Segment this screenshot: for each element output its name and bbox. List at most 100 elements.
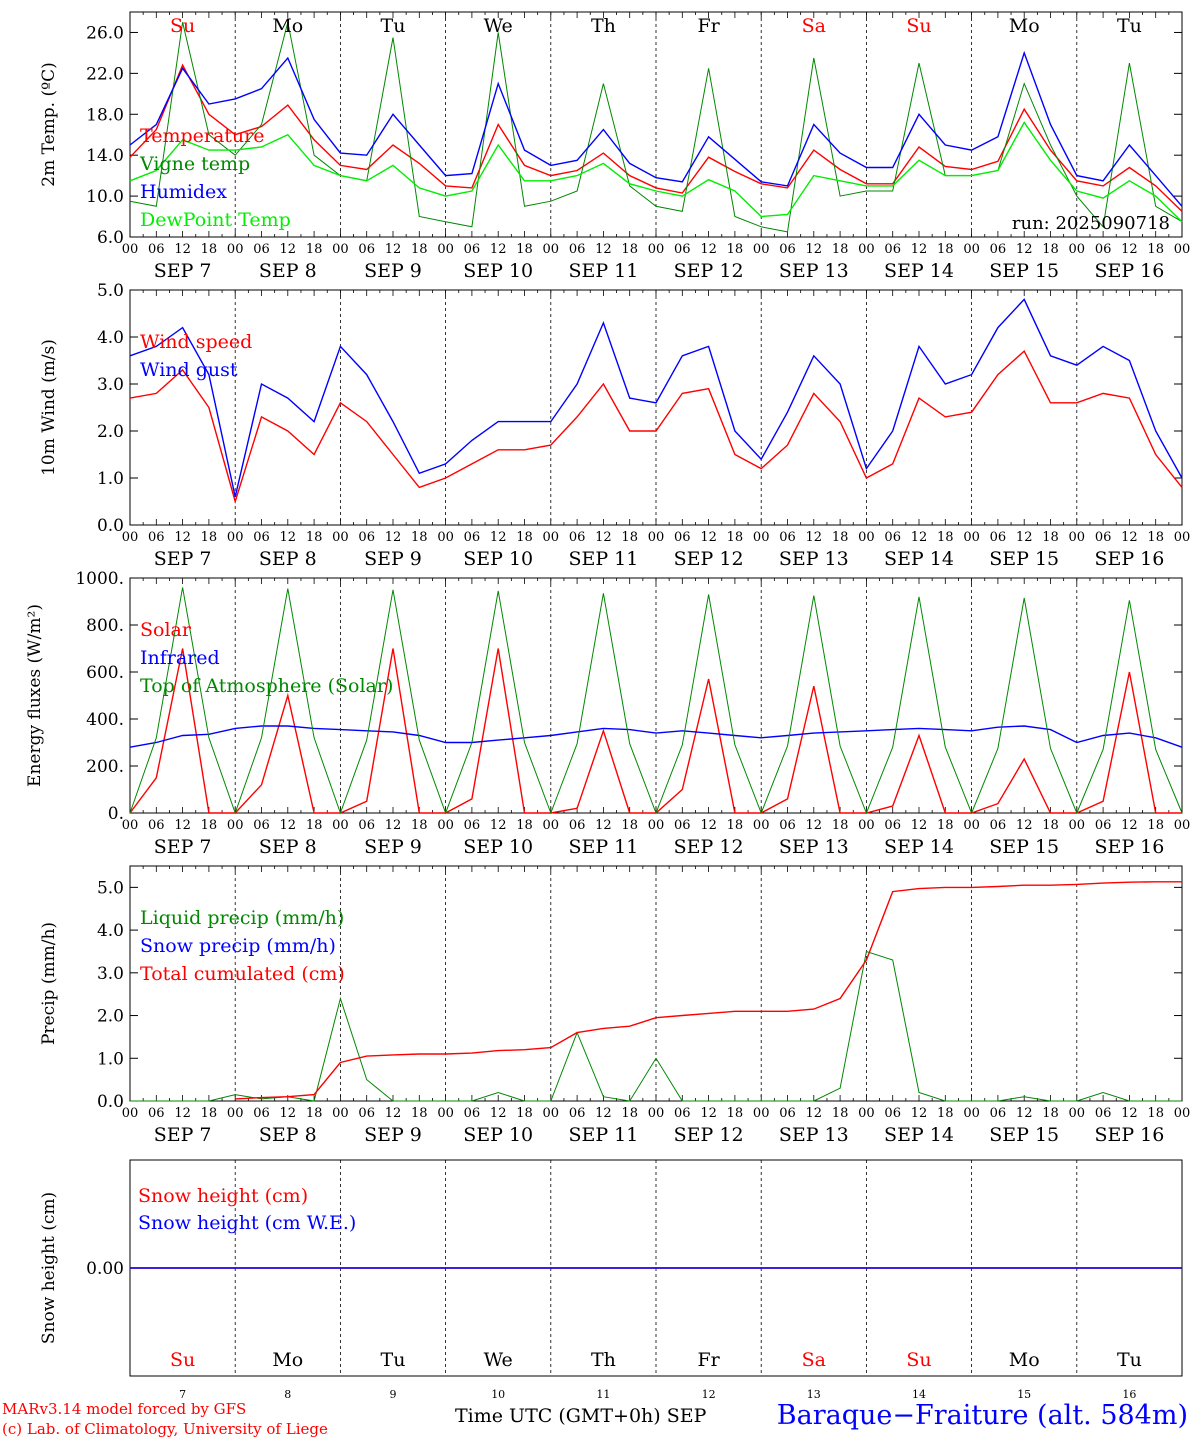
day-number-label: 7 xyxy=(179,1388,186,1401)
hour-tick-label: 06 xyxy=(674,242,691,257)
day-number-label: 11 xyxy=(596,1388,610,1401)
hour-tick-label: 12 xyxy=(700,818,717,833)
hour-tick-label: 12 xyxy=(911,818,928,833)
hour-tick-label: 00 xyxy=(122,530,139,545)
date-label: SEP 10 xyxy=(463,260,533,282)
hour-tick-label: 18 xyxy=(516,242,533,257)
hour-tick-label: 00 xyxy=(332,1106,349,1121)
hour-tick-label: 06 xyxy=(779,242,796,257)
date-label: SEP 7 xyxy=(154,836,212,858)
date-label: SEP 12 xyxy=(674,260,744,282)
date-label: SEP 14 xyxy=(884,1124,954,1146)
date-label: SEP 7 xyxy=(154,1124,212,1146)
hour-tick-label: 12 xyxy=(700,242,717,257)
day-number-label: 14 xyxy=(912,1388,926,1401)
day-number-label: 9 xyxy=(390,1388,397,1401)
hour-tick-label: 18 xyxy=(411,1106,428,1121)
time-axis-label: Time UTC (GMT+0h) SEP xyxy=(455,1405,706,1427)
hour-tick-label: 06 xyxy=(1095,530,1112,545)
hour-tick-label: 18 xyxy=(1042,530,1059,545)
hour-tick-label: 00 xyxy=(1069,242,1086,257)
hour-tick-label: 06 xyxy=(148,818,165,833)
legend-entry: Total cumulated (cm) xyxy=(140,963,345,985)
hour-tick-label: 18 xyxy=(832,1106,849,1121)
hour-tick-label: 00 xyxy=(858,242,875,257)
hour-tick-label: 06 xyxy=(464,818,481,833)
hour-tick-label: 00 xyxy=(648,242,665,257)
y-tick-label: 1.0 xyxy=(97,469,124,489)
hour-tick-label: 18 xyxy=(832,818,849,833)
weekday-label: Su xyxy=(906,1349,931,1371)
panel-1: 00 06 12 18 00 06 12 18 00 06 12 18 00 06 12 18 00 06 12 18… xyxy=(39,11,1190,282)
day-number-label: 13 xyxy=(807,1388,821,1401)
y-tick-label: 0. xyxy=(108,804,124,824)
hour-tick-label: 12 xyxy=(1016,1106,1033,1121)
hour-tick-label: 00 xyxy=(963,242,980,257)
weekday-label: We xyxy=(484,1349,513,1371)
hour-tick-label: 18 xyxy=(1147,530,1164,545)
hour-tick-label: 18 xyxy=(832,242,849,257)
hour-tick-label: 12 xyxy=(280,1106,297,1121)
hour-tick-label: 00 xyxy=(543,818,560,833)
legend-entry: Liquid precip (mm/h) xyxy=(140,907,344,929)
hour-tick-label: 00 xyxy=(227,530,244,545)
hour-tick-label: 06 xyxy=(148,242,165,257)
hour-tick-label: 12 xyxy=(806,1106,823,1121)
hour-tick-label: 06 xyxy=(1095,242,1112,257)
y-tick-label: 5.0 xyxy=(97,878,124,898)
hour-tick-label: 06 xyxy=(674,818,691,833)
series-line xyxy=(129,298,1183,497)
hour-tick-label: 00 xyxy=(648,530,665,545)
y-axis-label: 10m Wind (m/s) xyxy=(39,339,59,476)
hour-tick-label: 12 xyxy=(1121,1106,1138,1121)
hour-tick-label: 00 xyxy=(332,818,349,833)
date-label: SEP 8 xyxy=(259,836,317,858)
weekday-label: Tu xyxy=(1117,1349,1142,1371)
y-tick-label: 0.0 xyxy=(97,1092,124,1112)
hour-tick-label: 12 xyxy=(174,242,191,257)
plot-frame xyxy=(129,11,1183,238)
weekday-label: We xyxy=(484,15,513,37)
y-tick-label: 3.0 xyxy=(97,375,124,395)
legend-entry: Snow precip (mm/h) xyxy=(140,935,336,957)
hour-tick-label: 06 xyxy=(674,1106,691,1121)
hour-tick-label: 12 xyxy=(385,242,402,257)
hour-tick-label: 12 xyxy=(595,1106,612,1121)
hour-tick-label: 00 xyxy=(543,530,560,545)
legend-entry: Wind gust xyxy=(140,359,238,381)
date-label: SEP 12 xyxy=(674,1124,744,1146)
y-tick-label: 400. xyxy=(86,710,124,730)
legend-entry: Snow height (cm) xyxy=(138,1185,308,1207)
date-label: SEP 11 xyxy=(568,1124,638,1146)
hour-tick-label: 06 xyxy=(990,818,1007,833)
hour-tick-label: 00 xyxy=(227,818,244,833)
weekday-label: Su xyxy=(906,15,931,37)
weekday-label: Sa xyxy=(802,1349,826,1371)
y-tick-label: 2.0 xyxy=(97,422,124,442)
hour-tick-label: 00 xyxy=(963,818,980,833)
hour-tick-label: 00 xyxy=(122,1106,139,1121)
hour-tick-label: 12 xyxy=(174,530,191,545)
y-tick-label: 18.0 xyxy=(86,105,124,125)
hour-tick-label: 00 xyxy=(543,1106,560,1121)
series-line xyxy=(130,950,1182,1102)
hour-tick-label: 12 xyxy=(1016,242,1033,257)
series-line xyxy=(129,121,1183,223)
panel-5: 0.00 Snow height (cm) Snow height (cm) Snow… xyxy=(39,1159,1183,1401)
legend-entry: Top of Atmosphere (Solar) xyxy=(140,675,393,697)
weekday-label: Mo xyxy=(1009,15,1040,37)
series-line xyxy=(235,881,1182,1100)
hour-tick-label: 00 xyxy=(332,242,349,257)
y-tick-label: 26.0 xyxy=(86,23,124,43)
hour-tick-label: 18 xyxy=(306,818,323,833)
hour-tick-label: 00 xyxy=(437,818,454,833)
date-label: SEP 16 xyxy=(1094,548,1164,570)
hour-tick-label: 18 xyxy=(306,1106,323,1121)
legend-entry: Infrared xyxy=(140,647,220,669)
y-tick-label: 600. xyxy=(86,663,124,683)
y-axis-label: Precip (mm/h) xyxy=(39,922,59,1045)
date-label: SEP 9 xyxy=(364,836,422,858)
series-line xyxy=(129,22,1183,233)
hour-tick-label: 00 xyxy=(648,1106,665,1121)
